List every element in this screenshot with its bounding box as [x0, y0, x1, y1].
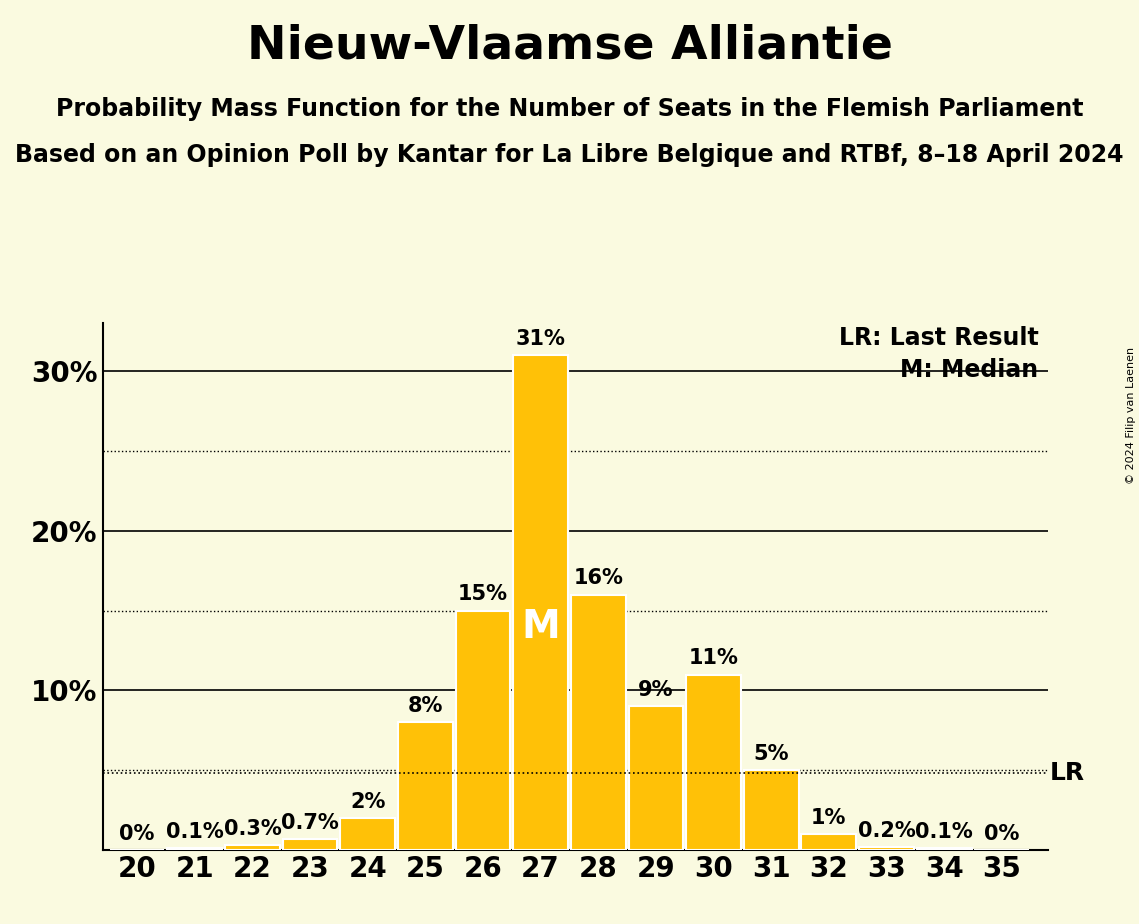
Text: M: Median: M: Median: [900, 358, 1039, 382]
Bar: [917, 848, 972, 850]
Bar: [341, 818, 395, 850]
Bar: [629, 707, 683, 850]
Bar: [282, 839, 337, 850]
Text: 15%: 15%: [458, 584, 508, 604]
Bar: [802, 834, 857, 850]
Text: 8%: 8%: [408, 696, 443, 716]
Text: 31%: 31%: [516, 329, 566, 349]
Bar: [398, 723, 452, 850]
Text: 0%: 0%: [984, 823, 1019, 844]
Text: 11%: 11%: [689, 648, 738, 668]
Bar: [744, 771, 798, 850]
Text: 1%: 1%: [811, 808, 846, 828]
Text: 0%: 0%: [120, 823, 155, 844]
Bar: [859, 847, 913, 850]
Text: 0.7%: 0.7%: [281, 812, 339, 833]
Bar: [226, 845, 280, 850]
Text: 0.3%: 0.3%: [223, 819, 281, 839]
Bar: [514, 356, 568, 850]
Text: LR: LR: [1050, 761, 1084, 785]
Text: 0.1%: 0.1%: [166, 822, 223, 842]
Bar: [571, 595, 625, 850]
Text: LR: Last Result: LR: Last Result: [838, 326, 1039, 350]
Text: 0.2%: 0.2%: [858, 821, 916, 841]
Text: © 2024 Filip van Laenen: © 2024 Filip van Laenen: [1126, 347, 1136, 484]
Text: 5%: 5%: [753, 744, 789, 764]
Text: Probability Mass Function for the Number of Seats in the Flemish Parliament: Probability Mass Function for the Number…: [56, 97, 1083, 121]
Text: Nieuw-Vlaamse Alliantie: Nieuw-Vlaamse Alliantie: [246, 23, 893, 68]
Bar: [456, 611, 510, 850]
Bar: [167, 848, 222, 850]
Text: 16%: 16%: [573, 568, 623, 589]
Text: M: M: [522, 608, 560, 647]
Bar: [686, 675, 741, 850]
Text: Based on an Opinion Poll by Kantar for La Libre Belgique and RTBf, 8–18 April 20: Based on an Opinion Poll by Kantar for L…: [15, 143, 1124, 167]
Text: 0.1%: 0.1%: [916, 822, 973, 842]
Text: 9%: 9%: [638, 680, 673, 700]
Text: 2%: 2%: [350, 792, 385, 812]
